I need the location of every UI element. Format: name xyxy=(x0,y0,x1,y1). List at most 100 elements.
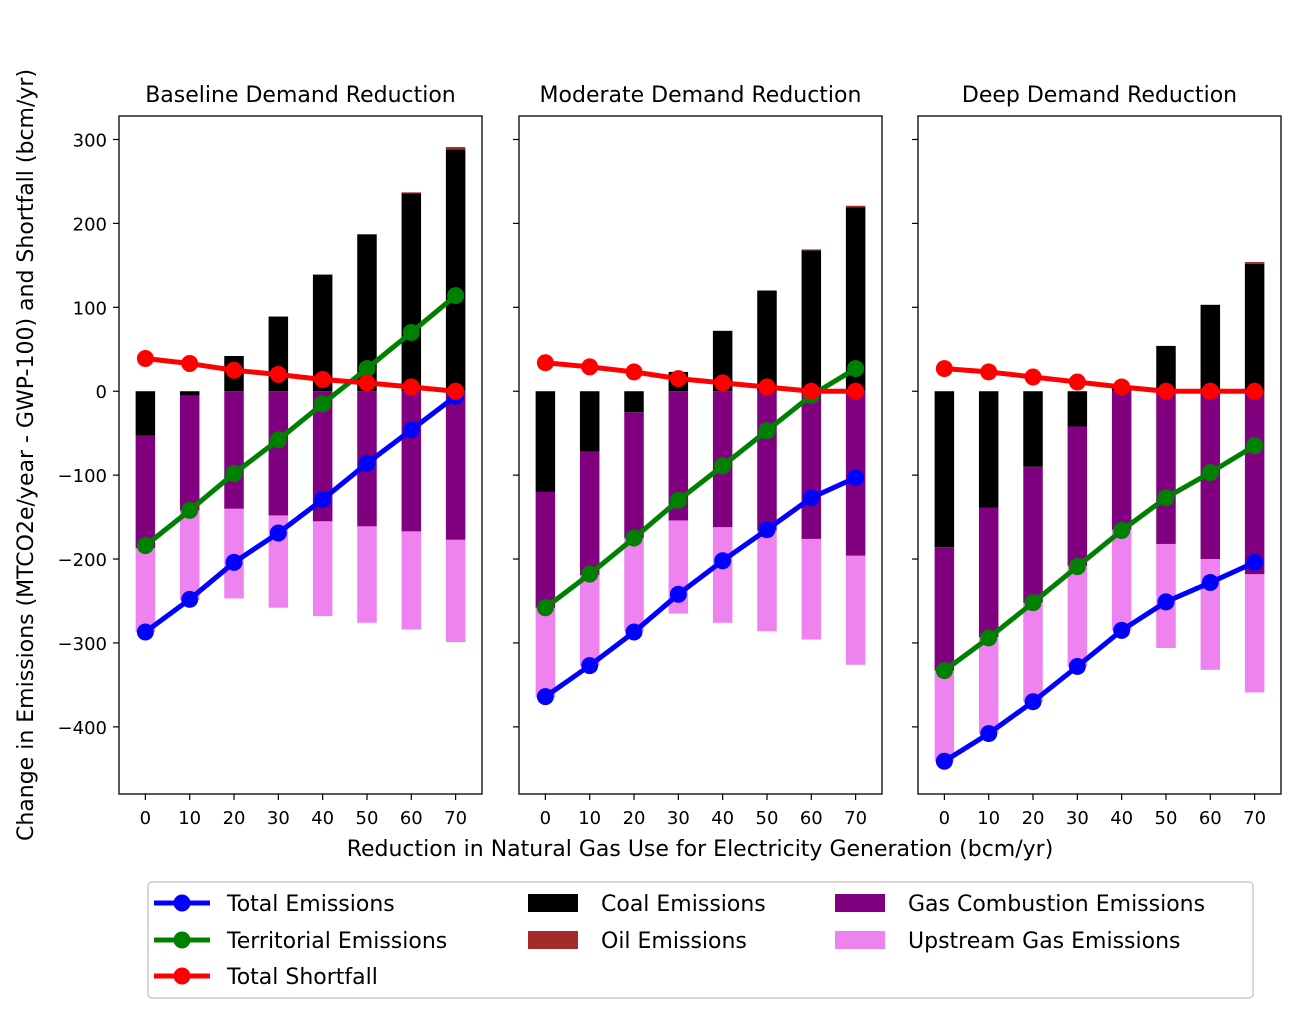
x-tick-label: 50 xyxy=(356,808,379,829)
x-axis-label: Reduction in Natural Gas Use for Electri… xyxy=(347,837,1054,862)
upstream-gas-bar xyxy=(757,530,777,632)
x-tick-label: 40 xyxy=(311,808,334,829)
coal-bar xyxy=(401,193,422,392)
upstream-gas-bar xyxy=(1244,574,1265,693)
upstream-gas-bar xyxy=(624,538,644,632)
gas-combustion-bar xyxy=(1023,466,1043,603)
total-point xyxy=(1068,657,1086,675)
shortfall-point xyxy=(1157,382,1175,400)
total-point xyxy=(1201,574,1219,592)
total-point xyxy=(1024,693,1042,711)
oil-bar xyxy=(401,192,422,194)
gas-combustion-bar xyxy=(1111,391,1132,530)
territorial-point xyxy=(136,537,154,555)
gas-combustion-bar xyxy=(668,391,689,521)
coal-bar xyxy=(978,391,999,508)
upstream-gas-bar xyxy=(535,607,556,698)
total-point xyxy=(225,553,243,571)
territorial-point xyxy=(935,662,953,680)
upstream-gas-bar xyxy=(357,526,377,623)
shortfall-point xyxy=(669,370,687,388)
territorial-point xyxy=(1113,522,1131,540)
y-axis-label: Change in Emissions (MTCO2e/year - GWP-1… xyxy=(14,69,39,841)
total-point xyxy=(935,752,953,770)
total-point xyxy=(269,524,287,542)
x-tick-label: 0 xyxy=(939,808,950,829)
territorial-point xyxy=(847,360,865,378)
x-tick-label: 60 xyxy=(800,808,823,829)
gas-combustion-bar xyxy=(624,412,644,539)
total-point xyxy=(802,489,820,507)
panel-title: Moderate Demand Reduction xyxy=(540,83,862,108)
legend-bar-swatch xyxy=(528,931,578,949)
shortfall-point xyxy=(802,382,820,400)
legend: Total Emissions Territorial Emissions Tota… xyxy=(147,881,1254,999)
x-tick-label: 50 xyxy=(756,808,779,829)
gas-combustion-bar xyxy=(757,391,777,531)
territorial-point xyxy=(714,457,732,475)
coal-bar xyxy=(1156,345,1176,392)
total-point xyxy=(669,585,687,603)
coal-bar xyxy=(312,274,333,392)
shortfall-point xyxy=(847,382,865,400)
legend-bar-swatch xyxy=(835,931,885,949)
legend-label: Total Emissions xyxy=(226,892,395,917)
chart-panel: Baseline Demand Reduction3002001000−100−… xyxy=(58,83,483,829)
coal-bar xyxy=(1067,391,1088,427)
shortfall-point xyxy=(1201,382,1219,400)
chart-panels: Baseline Demand Reduction3002001000−100−… xyxy=(58,83,1282,829)
x-tick-label: 10 xyxy=(977,808,1000,829)
y-tick-label: 200 xyxy=(73,214,107,235)
shortfall-point xyxy=(935,360,953,378)
legend-label: Oil Emissions xyxy=(601,929,747,954)
total-point xyxy=(536,688,554,706)
upstream-gas-bar xyxy=(579,574,600,666)
territorial-point xyxy=(581,565,599,583)
x-tick-label: 30 xyxy=(267,808,290,829)
gas-combustion-bar xyxy=(179,395,200,511)
plot-frame xyxy=(518,115,883,795)
total-point xyxy=(847,469,865,487)
territorial-point xyxy=(1068,558,1086,576)
shortfall-point xyxy=(536,354,554,372)
y-tick-label: −200 xyxy=(58,550,107,571)
territorial-point xyxy=(269,431,287,449)
shortfall-point xyxy=(269,365,287,383)
plot-frame xyxy=(118,115,483,795)
legend-label: Gas Combustion Emissions xyxy=(908,892,1205,917)
gas-combustion-bar xyxy=(135,435,156,549)
coal-bar xyxy=(1244,263,1265,392)
legend-frame xyxy=(147,881,1254,999)
coal-bar xyxy=(445,149,466,392)
y-tick-label: −300 xyxy=(58,634,107,655)
shortfall-point xyxy=(447,382,465,400)
gas-combustion-bar xyxy=(579,451,600,575)
x-tick-label: 60 xyxy=(400,808,423,829)
coal-bar xyxy=(579,391,600,452)
upstream-gas-bar xyxy=(978,637,999,734)
x-tick-label: 10 xyxy=(178,808,201,829)
total-line xyxy=(143,394,458,635)
gas-combustion-bar xyxy=(401,391,422,532)
x-tick-label: 50 xyxy=(1155,808,1178,829)
x-tick-label: 20 xyxy=(1022,808,1045,829)
territorial-point xyxy=(225,464,243,482)
x-tick-label: 30 xyxy=(667,808,690,829)
territorial-line xyxy=(543,366,857,610)
coal-bar xyxy=(934,391,955,548)
upstream-gas-bar xyxy=(1023,602,1043,702)
y-tick-label: 0 xyxy=(96,382,107,403)
coal-bar xyxy=(135,391,156,436)
total-point xyxy=(1157,593,1175,611)
shortfall-point xyxy=(1246,382,1264,400)
shortfall-point xyxy=(714,374,732,392)
total-point xyxy=(980,725,998,743)
y-tick-label: 100 xyxy=(73,298,107,319)
upstream-gas-bar xyxy=(445,539,466,643)
y-tick-label: 300 xyxy=(73,130,107,151)
territorial-point xyxy=(1246,437,1264,455)
total-point xyxy=(402,421,420,439)
shortfall-point xyxy=(136,350,154,368)
upstream-gas-bar xyxy=(845,555,866,665)
gas-combustion-bar xyxy=(268,391,289,516)
